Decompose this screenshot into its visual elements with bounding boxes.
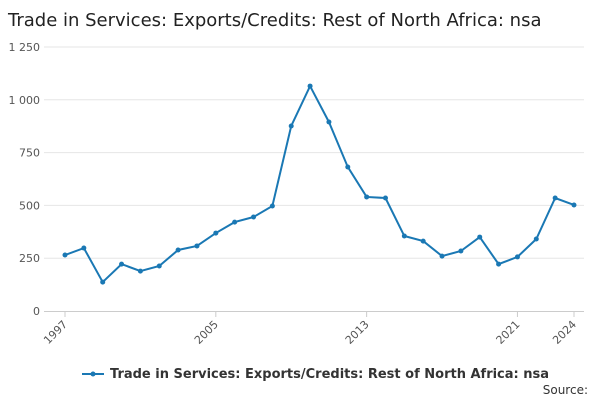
point — [514, 254, 520, 260]
x-tick-label: 2005 — [192, 318, 221, 347]
y-tick-label: 1 000 — [9, 94, 41, 107]
point — [477, 234, 483, 240]
point — [269, 203, 275, 209]
point — [364, 194, 370, 200]
source-label: Source: — [543, 383, 588, 397]
y-tick-label: 750 — [19, 147, 40, 160]
y-tick-label: 1 250 — [9, 41, 41, 54]
point — [288, 123, 294, 129]
point — [194, 243, 200, 249]
point — [496, 261, 502, 267]
legend-label: Trade in Services: Exports/Credits: Rest… — [110, 367, 549, 382]
y-tick-label: 0 — [33, 305, 40, 318]
point — [382, 195, 388, 201]
point — [232, 219, 238, 225]
point — [137, 268, 143, 274]
point — [251, 214, 257, 220]
point — [175, 247, 181, 253]
point — [458, 248, 464, 254]
point — [326, 119, 332, 125]
x-tick-label: 1997 — [41, 318, 70, 347]
x-tick-label: 2024 — [550, 318, 579, 347]
point — [213, 230, 219, 236]
legend-marker — [90, 371, 96, 377]
point — [401, 233, 407, 239]
point — [119, 261, 125, 267]
point — [420, 238, 426, 244]
point — [62, 252, 68, 258]
y-tick-label: 250 — [19, 252, 40, 265]
x-tick-label: 2013 — [343, 318, 372, 347]
x-tick-label: 2021 — [494, 318, 523, 347]
point — [571, 202, 577, 208]
point — [81, 245, 87, 251]
y-tick-label: 500 — [19, 199, 40, 212]
chart-title: Trade in Services: Exports/Credits: Rest… — [7, 10, 542, 31]
point — [552, 195, 558, 201]
point — [100, 279, 106, 285]
point — [156, 263, 162, 269]
point — [307, 83, 313, 89]
series-line — [64, 83, 575, 284]
point — [533, 236, 539, 242]
point — [439, 253, 445, 259]
point — [345, 164, 351, 170]
